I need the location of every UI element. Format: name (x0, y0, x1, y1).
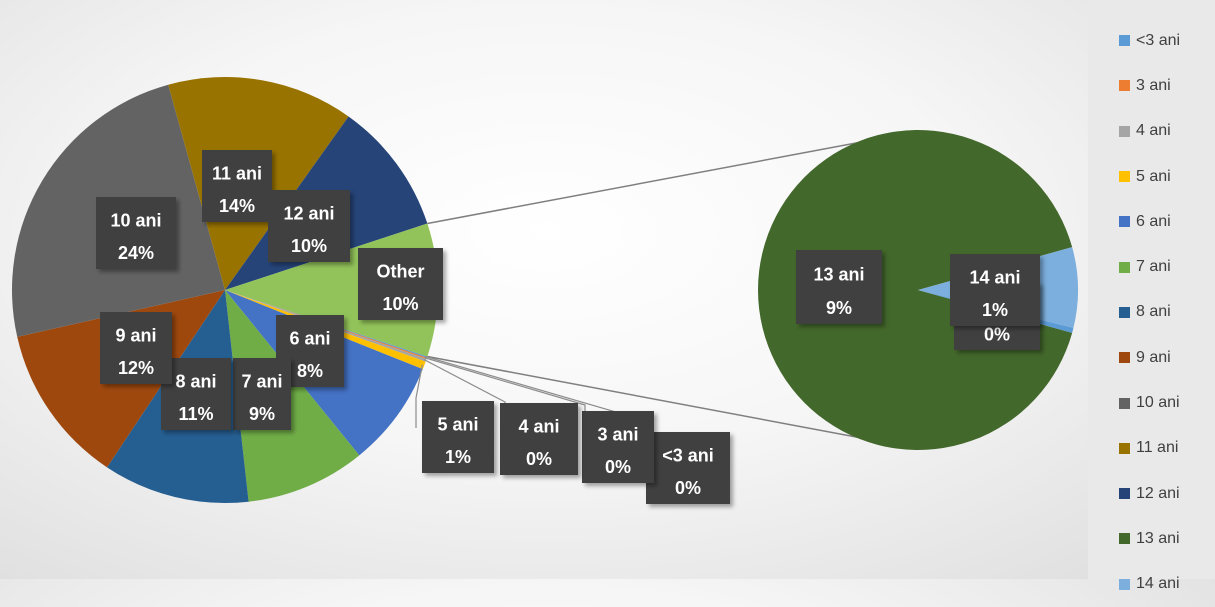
svg-text:8 ani: 8 ani (175, 371, 216, 391)
leader-5-ani (415, 364, 423, 428)
legend-swatch (1119, 442, 1130, 454)
data-label-11-ani: 11 ani 14% (202, 150, 272, 222)
legend-label: 11 ani (1136, 439, 1179, 457)
svg-text:8%: 8% (297, 361, 323, 381)
data-label-7-ani: 7 ani 9% (233, 358, 291, 430)
legend-swatch (1119, 306, 1130, 318)
legend-label: 4 ani (1136, 122, 1171, 140)
svg-text:14%: 14% (219, 196, 255, 216)
legend-label: 5 ani (1136, 167, 1171, 185)
svg-text:7 ani: 7 ani (241, 371, 282, 391)
legend-swatch (1119, 261, 1130, 273)
data-label-other: Other 10% (358, 248, 443, 320)
legend-item-6-ani: 6 ani (1088, 199, 1215, 244)
data-label-12-ani: 12 ani 10% (268, 190, 350, 262)
svg-text:13 ani: 13 ani (813, 264, 864, 284)
legend-swatch (1119, 35, 1130, 47)
svg-text:9%: 9% (826, 298, 852, 318)
legend-label: 8 ani (1136, 303, 1171, 321)
svg-text:0%: 0% (675, 478, 701, 498)
svg-text:11 ani: 11 ani (212, 163, 262, 183)
legend-swatch (1119, 80, 1130, 92)
svg-text:9%: 9% (249, 404, 275, 424)
legend-label: 10 ani (1136, 394, 1180, 412)
data-label-secondary-14-ani: 14 ani 1% (950, 254, 1040, 326)
data-label-5-ani: 5 ani 1% (422, 401, 494, 473)
legend-label: 13 ani (1136, 529, 1180, 547)
legend-item-3-ani: 3 ani (1088, 63, 1215, 108)
svg-text:14 ani: 14 ani (969, 267, 1020, 287)
svg-text:1%: 1% (445, 447, 471, 467)
legend-swatch (1119, 397, 1130, 409)
legend-item-14-ani: 14 ani (1088, 562, 1215, 607)
legend-label: 12 ani (1136, 484, 1180, 502)
data-label-10-ani: 10 ani 24% (96, 197, 176, 269)
legend-swatch (1119, 488, 1130, 500)
legend-item-5-ani: 5 ani (1088, 154, 1215, 199)
connector-bottom (427, 355, 889, 444)
legend-label: 14 ani (1136, 575, 1180, 593)
legend-label: <3 ani (1136, 31, 1181, 49)
svg-text:11%: 11% (178, 404, 213, 424)
svg-text:6 ani: 6 ani (289, 328, 330, 348)
legend-item-10-ani: 10 ani (1088, 380, 1215, 425)
data-label-lt3-ani: <3 ani 0% (646, 432, 730, 504)
data-label-4-ani: 4 ani 0% (500, 403, 578, 475)
legend-item-12-ani: 12 ani (1088, 471, 1215, 516)
svg-text:<3 ani: <3 ani (662, 445, 714, 465)
svg-text:4 ani: 4 ani (518, 416, 559, 436)
data-label-3-ani: 3 ani 0% (582, 411, 654, 483)
svg-text:10 ani: 10 ani (110, 210, 161, 230)
slice-7-ani (225, 290, 360, 502)
svg-text:Other: Other (376, 261, 424, 281)
svg-text:1%: 1% (982, 300, 1008, 320)
legend-swatch (1119, 125, 1130, 137)
svg-text:9 ani: 9 ani (115, 325, 156, 345)
legend-item-9-ani: 9 ani (1088, 335, 1215, 380)
svg-text:12%: 12% (118, 358, 154, 378)
data-label-secondary-13-ani: 13 ani 9% (796, 250, 882, 324)
svg-text:0%: 0% (526, 449, 552, 469)
svg-text:0%: 0% (984, 325, 1010, 345)
legend-item-11-ani: 11 ani (1088, 426, 1215, 471)
secondary-slice-13-ani (758, 130, 1073, 450)
legend-swatch (1119, 578, 1130, 590)
svg-text:12 ani: 12 ani (283, 203, 334, 223)
svg-text:0%: 0% (605, 457, 631, 477)
legend-label: 6 ani (1136, 212, 1171, 230)
svg-text:3 ani: 3 ani (597, 424, 638, 444)
legend-item-8-ani: 8 ani (1088, 290, 1215, 335)
svg-text:24%: 24% (118, 243, 154, 263)
legend-swatch (1119, 216, 1130, 228)
legend-item-lt3-ani: <3 ani (1088, 18, 1215, 63)
svg-text:5 ani: 5 ani (437, 414, 478, 434)
svg-text:10%: 10% (291, 236, 327, 256)
legend-swatch (1119, 171, 1130, 183)
data-label-9-ani: 9 ani 12% (100, 312, 172, 384)
legend-label: 3 ani (1136, 76, 1171, 94)
legend-swatch (1119, 533, 1130, 545)
pie-of-pie-chart: <3 ani 0% 3 ani 0% 4 ani 0% 5 ani 1% 6 ani 8% 7 an… (11, 77, 1078, 504)
legend-item-4-ani: 4 ani (1088, 109, 1215, 154)
svg-text:10%: 10% (382, 294, 418, 314)
legend-label: 7 ani (1136, 258, 1171, 276)
legend-item-13-ani: 13 ani (1088, 516, 1215, 561)
legend-item-7-ani: 7 ani (1088, 244, 1215, 289)
legend-label: 9 ani (1136, 348, 1171, 366)
data-labels: <3 ani 0% 3 ani 0% 4 ani 0% 5 ani 1% 6 ani 8% 7 an… (96, 150, 1040, 504)
legend: <3 ani 3 ani 4 ani 5 ani 6 ani 7 ani 8 ani 9 an… (1088, 0, 1215, 592)
data-label-8-ani: 8 ani 11% (161, 358, 231, 430)
connector-top (427, 136, 889, 225)
legend-swatch (1119, 352, 1130, 364)
